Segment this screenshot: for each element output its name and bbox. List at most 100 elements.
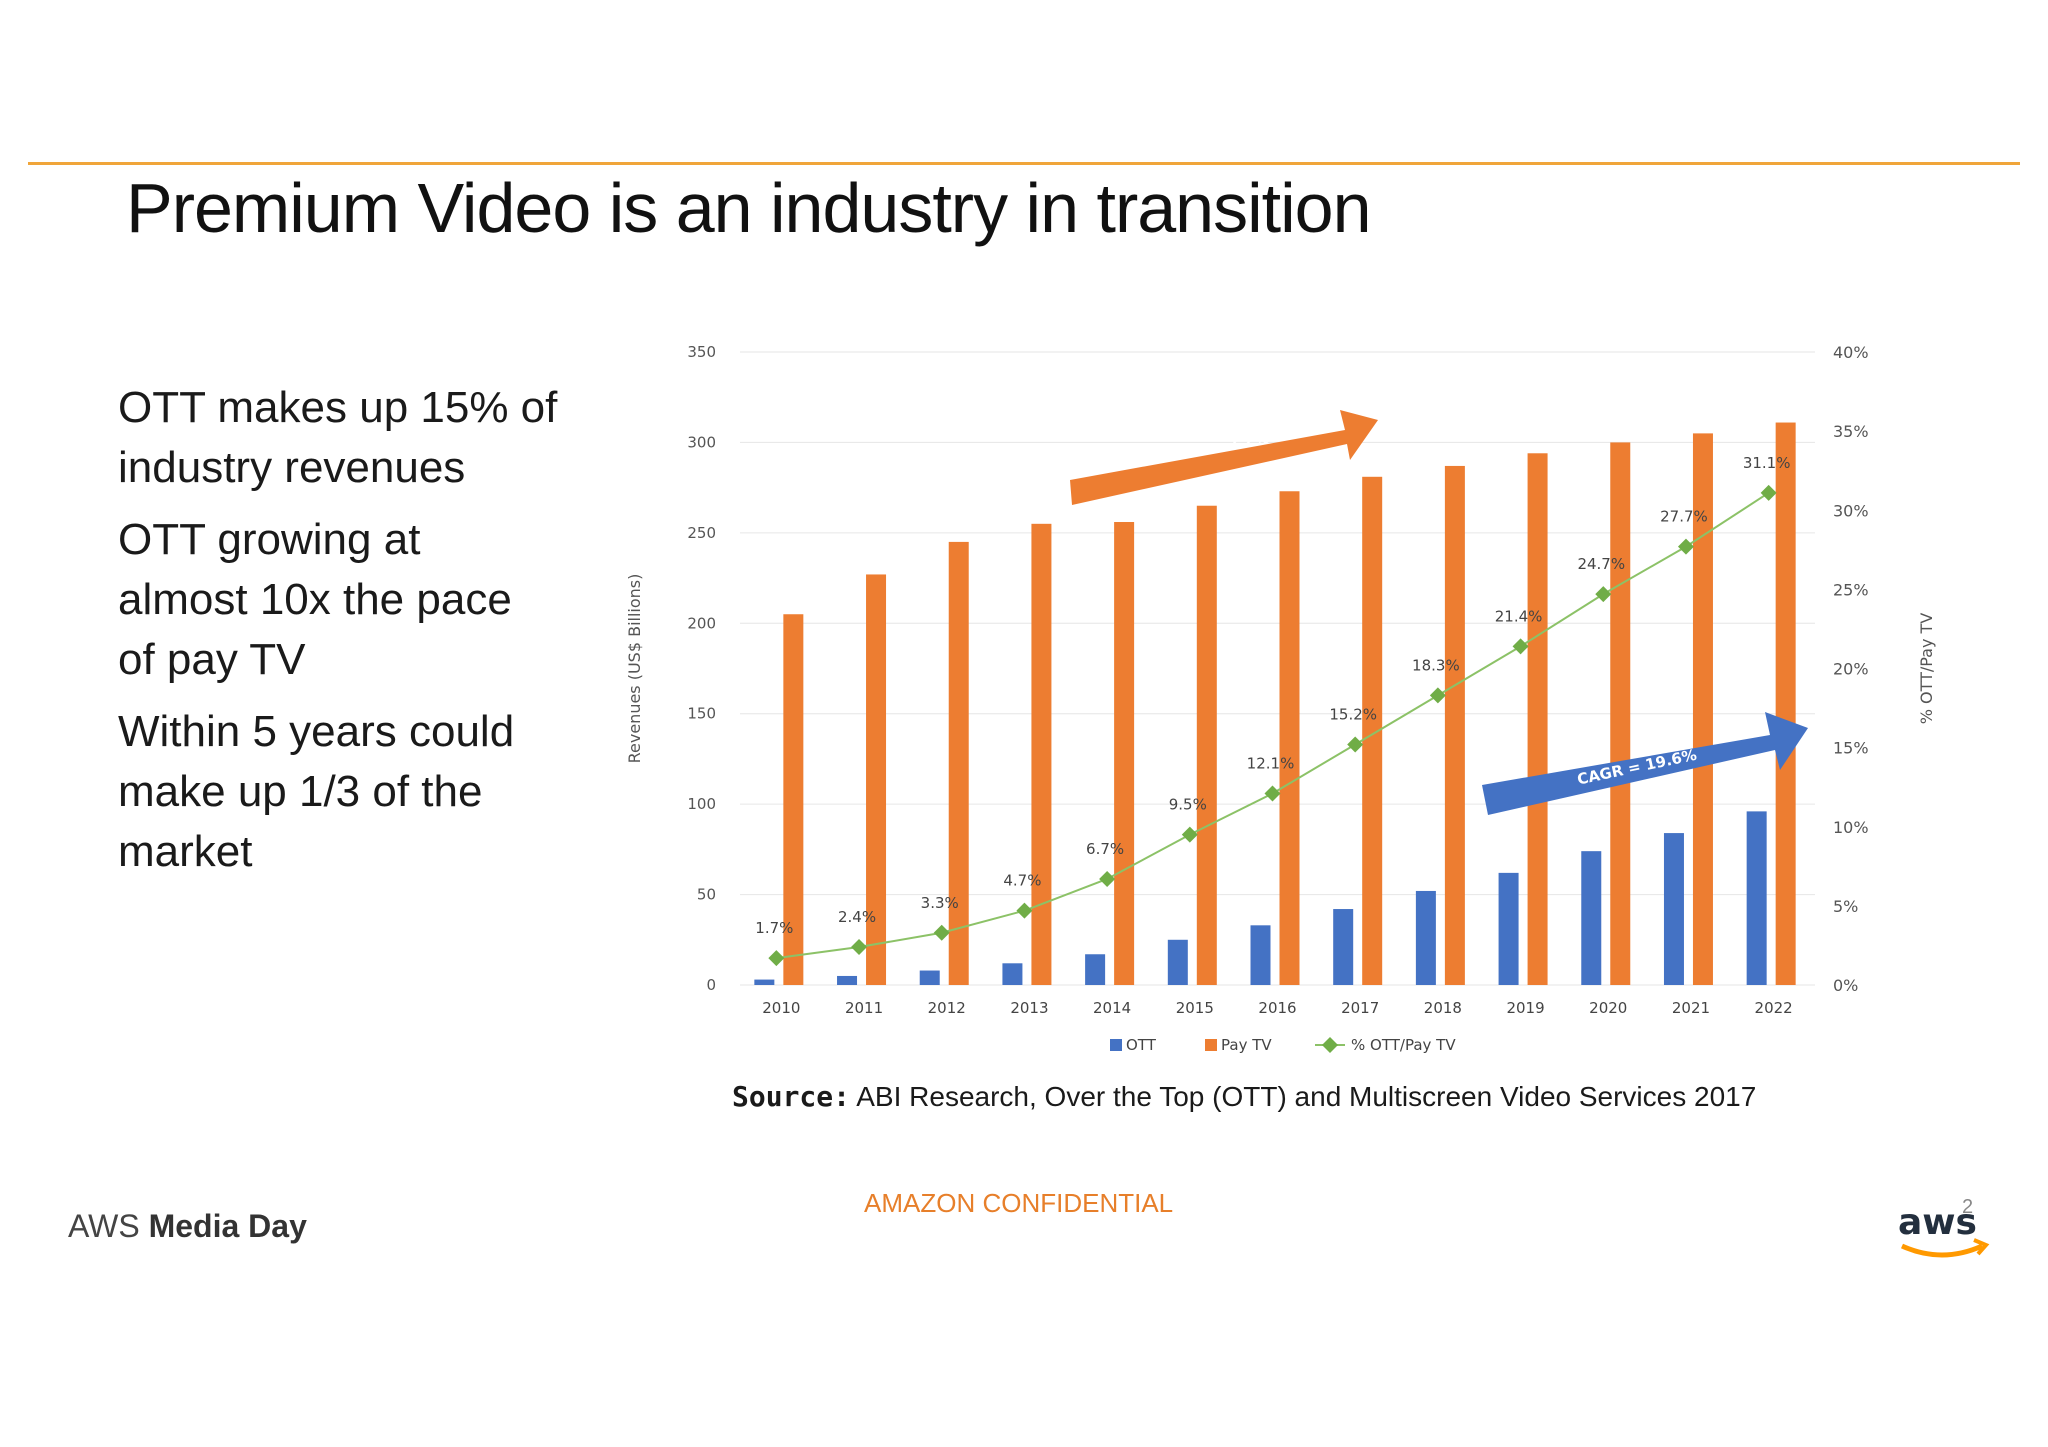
legend-ott-swatch: [1110, 1039, 1122, 1051]
x-tick-label: 2016: [1258, 999, 1296, 1017]
paytv-bar: [783, 614, 804, 985]
paytv-bar: [1196, 505, 1217, 985]
y2-tick-label: 40%: [1833, 343, 1869, 362]
pct-data-label: 18.3%: [1412, 656, 1460, 674]
cagr-ott-arrow: [1482, 712, 1808, 815]
pct-data-label: 3.3%: [921, 894, 959, 912]
pct-data-label: 31.1%: [1743, 454, 1791, 472]
paytv-bar: [948, 541, 969, 985]
title-divider: [28, 162, 2020, 165]
bullet-item: Within 5 years could make up 1/3 of the …: [118, 707, 515, 876]
x-tick-label: 2010: [762, 999, 800, 1017]
ott-bar: [1581, 851, 1602, 985]
page-number: 2: [1962, 1196, 1974, 1218]
x-tick-label: 2017: [1341, 999, 1379, 1017]
x-tick-label: 2021: [1672, 999, 1710, 1017]
x-tick-label: 2013: [1010, 999, 1048, 1017]
paytv-bar: [1362, 476, 1383, 985]
pct-marker: [1677, 538, 1694, 555]
paytv-bar: [1444, 465, 1465, 985]
chart-svg: 0 50 100 150 200 250 300 350 0% 5% 10% 15% 20% 25% 30%…: [625, 343, 1936, 1054]
revenue-chart: 0 50 100 150 200 250 300 350 0% 5% 10% 15% 20% 25% 30%…: [610, 330, 1940, 1070]
y-tick-label: 100: [687, 795, 716, 813]
ott-bar: [1415, 890, 1436, 985]
y2-tick-label: 25%: [1833, 580, 1869, 599]
legend-pct-label: % OTT/Pay TV: [1351, 1036, 1456, 1054]
legend-paytv-swatch: [1205, 1039, 1217, 1051]
ott-bar: [1250, 925, 1271, 985]
y2-tick-label: 15%: [1833, 739, 1869, 758]
page-title: Premium Video is an industry in transiti…: [126, 169, 1372, 247]
pct-data-label: 24.7%: [1577, 555, 1625, 573]
y2-tick-label: 35%: [1833, 422, 1869, 441]
y-tick-label: 0: [706, 976, 716, 994]
pct-marker: [933, 924, 950, 941]
pct-data-label: 27.7%: [1660, 508, 1708, 526]
paytv-bar: [866, 574, 887, 985]
aws-logo-icon: aws: [1898, 1202, 1990, 1258]
bullet-list: OTT makes up 15% of industry revenues OT…: [118, 378, 558, 894]
pct-data-label: 1.7%: [755, 919, 793, 937]
pct-data-label: 9.5%: [1169, 796, 1207, 814]
cagr-paytv-arrow: [1070, 410, 1378, 505]
event-brand: AWS Media Day: [68, 1208, 307, 1245]
pct-data-label: 12.1%: [1247, 755, 1295, 773]
pct-data-label: 2.4%: [838, 908, 876, 926]
y-tick-label: 300: [687, 433, 716, 451]
aws-logo-text: aws: [1898, 1202, 1977, 1243]
y-tick-label: 200: [687, 614, 716, 632]
ott-bar: [1085, 954, 1106, 985]
y-tick-label: 50: [697, 886, 716, 904]
ott-bar: [919, 970, 940, 985]
pct-data-label: 15.2%: [1329, 705, 1377, 723]
y2-tick-label: 10%: [1833, 818, 1869, 837]
y2-axis-label: % OTT/Pay TV: [1917, 613, 1936, 725]
pct-marker: [1512, 638, 1529, 655]
x-tick-label: 2022: [1755, 999, 1793, 1017]
pct-data-label: 6.7%: [1086, 840, 1124, 858]
ott-bar: [754, 979, 775, 985]
ott-bar: [1002, 963, 1023, 985]
ott-bar: [1663, 833, 1684, 985]
ott-bar: [1498, 872, 1519, 985]
confidential-label: AMAZON CONFIDENTIAL: [864, 1188, 1174, 1218]
x-tick-label: 2018: [1424, 999, 1462, 1017]
y2-tick-label: 30%: [1833, 501, 1869, 520]
y-axis-label: Revenues (US$ Billions): [625, 574, 644, 764]
paytv-bar: [1114, 522, 1135, 985]
paytv-bar: [1031, 523, 1052, 985]
paytv-bar: [1775, 422, 1796, 985]
cagr-ott-label: CAGR = 19.6%: [1576, 746, 1699, 789]
pct-data-label: 21.4%: [1495, 607, 1543, 625]
source-label: Source:: [732, 1080, 851, 1113]
pct-marker: [1595, 586, 1612, 603]
bullet-item: OTT makes up 15% of industry revenues: [118, 383, 558, 492]
pct-marker: [1181, 826, 1198, 843]
y2-tick-label: 20%: [1833, 660, 1869, 679]
y2-tick-label: 0%: [1833, 976, 1858, 995]
legend-ott-label: OTT: [1126, 1036, 1157, 1054]
ott-bar: [837, 975, 858, 985]
pct-marker: [851, 939, 868, 956]
ott-bar: [1333, 909, 1354, 985]
ott-bar: [1746, 811, 1767, 985]
y-tick-label: 350: [687, 343, 716, 361]
paytv-bar: [1692, 433, 1713, 985]
pct-marker: [1347, 736, 1364, 753]
x-tick-label: 2012: [928, 999, 966, 1017]
ott-bar: [1167, 939, 1188, 985]
pct-marker: [1099, 870, 1116, 887]
pct-data-label: 4.7%: [1003, 872, 1041, 890]
pct-marker: [1429, 687, 1446, 704]
x-tick-label: 2011: [845, 999, 883, 1017]
pct-marker: [768, 950, 785, 967]
brand-bold: Media Day: [148, 1208, 307, 1244]
pct-marker: [1760, 484, 1777, 501]
y2-tick-label: 5%: [1833, 897, 1858, 916]
paytv-bar: [1527, 453, 1548, 985]
paytv-bar: [1279, 491, 1300, 985]
x-tick-label: 2015: [1176, 999, 1214, 1017]
y-tick-label: 250: [687, 524, 716, 542]
x-tick-label: 2020: [1589, 999, 1627, 1017]
legend-pct-swatch: [1322, 1037, 1338, 1053]
